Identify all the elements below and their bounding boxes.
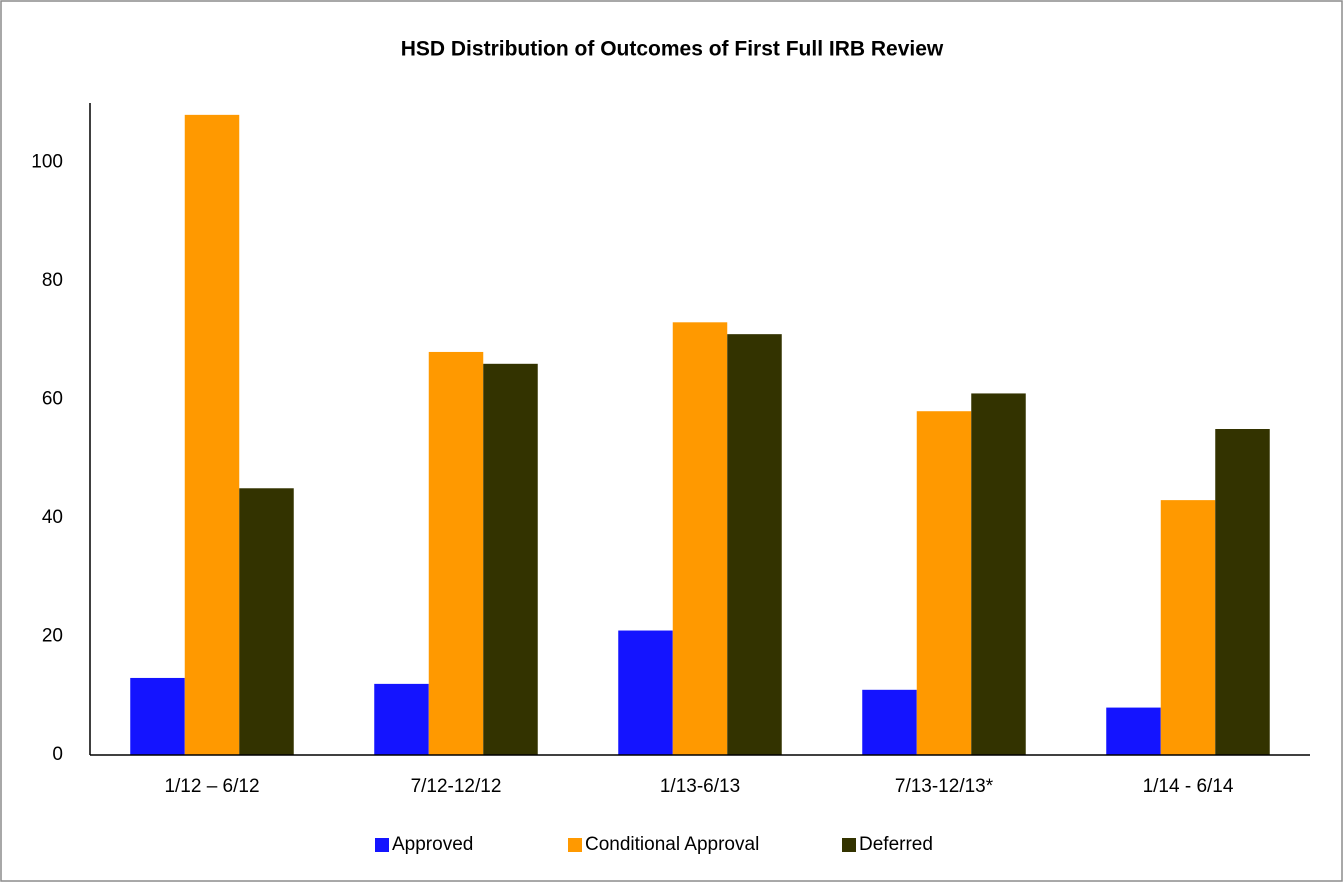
- x-tick-label: 1/13-6/13: [660, 776, 740, 797]
- bar: [1106, 707, 1161, 755]
- bar: [1215, 429, 1270, 755]
- y-tick-label: 80: [42, 270, 63, 291]
- legend-swatch: [375, 838, 389, 852]
- x-tick-label: 7/12-12/12: [411, 776, 502, 797]
- chart-title: HSD Distribution of Outcomes of First Fu…: [401, 38, 944, 61]
- legend-swatch: [568, 838, 582, 852]
- bar: [428, 351, 484, 755]
- bar: [862, 689, 917, 755]
- x-tick-label: 7/13-12/13*: [895, 776, 994, 797]
- bar: [618, 630, 673, 755]
- y-tick-label: 40: [42, 507, 63, 528]
- y-tick-label: 20: [42, 625, 63, 646]
- bar: [727, 334, 782, 755]
- legend-label: Approved: [392, 834, 473, 855]
- bar: [971, 393, 1026, 755]
- y-tick-label: 60: [42, 388, 63, 409]
- bar: [184, 114, 240, 755]
- bar: [374, 683, 429, 755]
- bar: [239, 488, 294, 755]
- bar: [130, 677, 185, 755]
- bar: [1160, 500, 1216, 755]
- bar: [916, 411, 972, 755]
- legend-label: Deferred: [859, 834, 933, 855]
- bar: [483, 363, 538, 755]
- legend-swatch: [842, 838, 856, 852]
- x-tick-label: 1/14 - 6/14: [1143, 776, 1234, 797]
- y-tick-label: 0: [52, 744, 63, 765]
- y-tick-label: 100: [31, 151, 63, 172]
- bar: [672, 322, 728, 755]
- x-tick-label: 1/12 – 6/12: [164, 776, 259, 797]
- legend-label: Conditional Approval: [585, 834, 759, 855]
